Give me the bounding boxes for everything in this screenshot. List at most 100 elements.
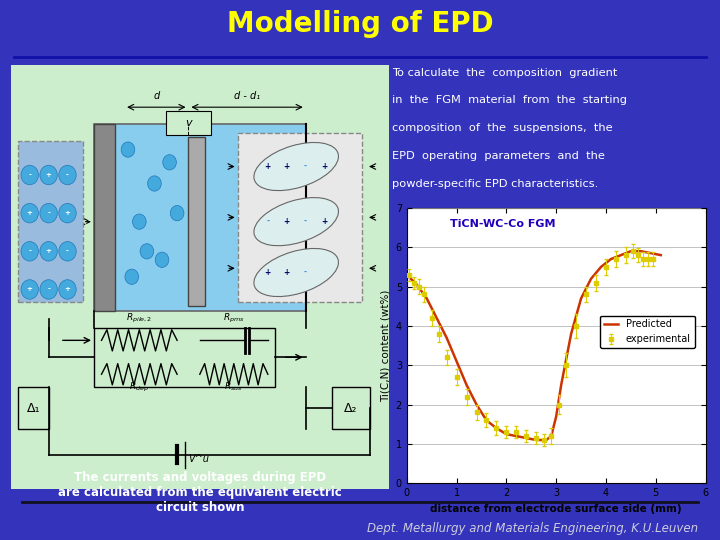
Circle shape bbox=[125, 269, 138, 285]
Circle shape bbox=[59, 204, 76, 223]
Predicted bbox=[547, 433, 556, 440]
Circle shape bbox=[59, 280, 76, 299]
Text: -: - bbox=[304, 268, 307, 277]
Text: +: + bbox=[321, 217, 328, 226]
Text: powder-specific EPD characteristics.: powder-specific EPD characteristics. bbox=[392, 179, 598, 189]
Predicted bbox=[607, 256, 616, 262]
Circle shape bbox=[21, 165, 38, 185]
Text: Modelling of EPD: Modelling of EPD bbox=[227, 10, 493, 38]
Predicted bbox=[616, 252, 625, 258]
Predicted bbox=[567, 330, 575, 337]
Text: Δ₂: Δ₂ bbox=[344, 402, 358, 415]
Predicted bbox=[577, 295, 585, 302]
Bar bbox=[94, 328, 275, 387]
Predicted bbox=[542, 437, 551, 443]
Text: +: + bbox=[45, 172, 52, 178]
Predicted bbox=[482, 417, 491, 423]
Bar bbox=[189, 137, 205, 306]
Text: R$_{dep}$: R$_{dep}$ bbox=[130, 381, 149, 394]
Text: R$_{sus}$: R$_{sus}$ bbox=[225, 381, 243, 393]
Predicted bbox=[522, 435, 531, 441]
Predicted bbox=[552, 413, 561, 420]
Text: -: - bbox=[28, 172, 31, 178]
Predicted bbox=[413, 281, 421, 288]
Predicted bbox=[512, 433, 521, 440]
Text: -: - bbox=[304, 217, 307, 226]
Ellipse shape bbox=[254, 248, 338, 296]
Bar bbox=[332, 387, 370, 429]
Predicted bbox=[452, 358, 461, 365]
Text: -: - bbox=[28, 248, 31, 254]
Predicted bbox=[657, 252, 665, 258]
Text: The currents and voltages during EPD
are calculated from the equivalent electric: The currents and voltages during EPD are… bbox=[58, 471, 342, 514]
Text: R$_{pile,2}$: R$_{pile,2}$ bbox=[126, 313, 153, 326]
Text: To calculate  the  composition  gradient: To calculate the composition gradient bbox=[392, 68, 618, 78]
Text: -: - bbox=[66, 248, 69, 254]
Text: +: + bbox=[284, 162, 290, 171]
Text: in  the  FGM  material  from  the  starting: in the FGM material from the starting bbox=[392, 96, 627, 105]
Circle shape bbox=[21, 204, 38, 223]
Bar bbox=[19, 387, 49, 429]
Text: -: - bbox=[66, 172, 69, 178]
Predicted bbox=[402, 272, 411, 278]
Ellipse shape bbox=[254, 198, 338, 246]
Bar bbox=[238, 133, 362, 302]
Predicted bbox=[626, 248, 635, 254]
Circle shape bbox=[163, 154, 176, 170]
Circle shape bbox=[140, 244, 153, 259]
Text: +: + bbox=[284, 268, 290, 277]
Text: TiCN-WC-Co FGM: TiCN-WC-Co FGM bbox=[450, 219, 555, 229]
Predicted bbox=[557, 382, 565, 388]
Text: EPD  operating  parameters  and  the: EPD operating parameters and the bbox=[392, 151, 606, 161]
Text: +: + bbox=[65, 210, 71, 216]
Text: d: d bbox=[153, 91, 159, 101]
Predicted bbox=[636, 248, 645, 254]
Bar bbox=[166, 111, 211, 135]
Predicted bbox=[442, 334, 451, 341]
Circle shape bbox=[21, 241, 38, 261]
Bar bbox=[19, 141, 83, 302]
Text: d - d₁: d - d₁ bbox=[234, 91, 260, 101]
Text: V^u: V^u bbox=[189, 454, 210, 464]
Predicted bbox=[532, 437, 541, 443]
Text: -: - bbox=[266, 217, 269, 226]
Text: -: - bbox=[48, 210, 50, 216]
Text: +: + bbox=[27, 286, 32, 293]
Circle shape bbox=[40, 165, 58, 185]
Text: -: - bbox=[48, 286, 50, 293]
Circle shape bbox=[59, 165, 76, 185]
Text: R$_{pms}$: R$_{pms}$ bbox=[223, 313, 245, 326]
Bar bbox=[94, 124, 114, 310]
Ellipse shape bbox=[254, 143, 338, 191]
Text: +: + bbox=[284, 217, 290, 226]
Circle shape bbox=[40, 204, 58, 223]
Text: Δ₁: Δ₁ bbox=[27, 402, 40, 415]
Text: +: + bbox=[265, 162, 271, 171]
X-axis label: distance from electrode surface side (mm): distance from electrode surface side (mm… bbox=[431, 504, 682, 514]
Text: +: + bbox=[45, 248, 52, 254]
Circle shape bbox=[40, 280, 58, 299]
Predicted bbox=[502, 431, 510, 437]
Circle shape bbox=[21, 280, 38, 299]
Predicted bbox=[432, 315, 441, 321]
Circle shape bbox=[132, 214, 146, 230]
Y-axis label: Ti(C,N) content (wt%): Ti(C,N) content (wt%) bbox=[380, 289, 390, 402]
Circle shape bbox=[40, 241, 58, 261]
Text: composition  of  the  suspensions,  the: composition of the suspensions, the bbox=[392, 123, 613, 133]
Text: +: + bbox=[265, 268, 271, 277]
Circle shape bbox=[148, 176, 161, 191]
Text: -: - bbox=[304, 162, 307, 171]
Predicted bbox=[597, 264, 606, 270]
Predicted bbox=[462, 382, 471, 388]
Text: +: + bbox=[321, 162, 328, 171]
Text: Dept. Metallurgy and Materials Engineering, K.U.Leuven: Dept. Metallurgy and Materials Engineeri… bbox=[367, 522, 698, 535]
Line: Predicted: Predicted bbox=[407, 251, 661, 440]
Text: v: v bbox=[185, 118, 192, 129]
Circle shape bbox=[156, 252, 168, 267]
Predicted bbox=[587, 275, 595, 282]
Circle shape bbox=[171, 206, 184, 221]
Predicted bbox=[647, 250, 655, 256]
Circle shape bbox=[59, 241, 76, 261]
Predicted bbox=[472, 401, 481, 408]
Predicted bbox=[492, 425, 501, 431]
